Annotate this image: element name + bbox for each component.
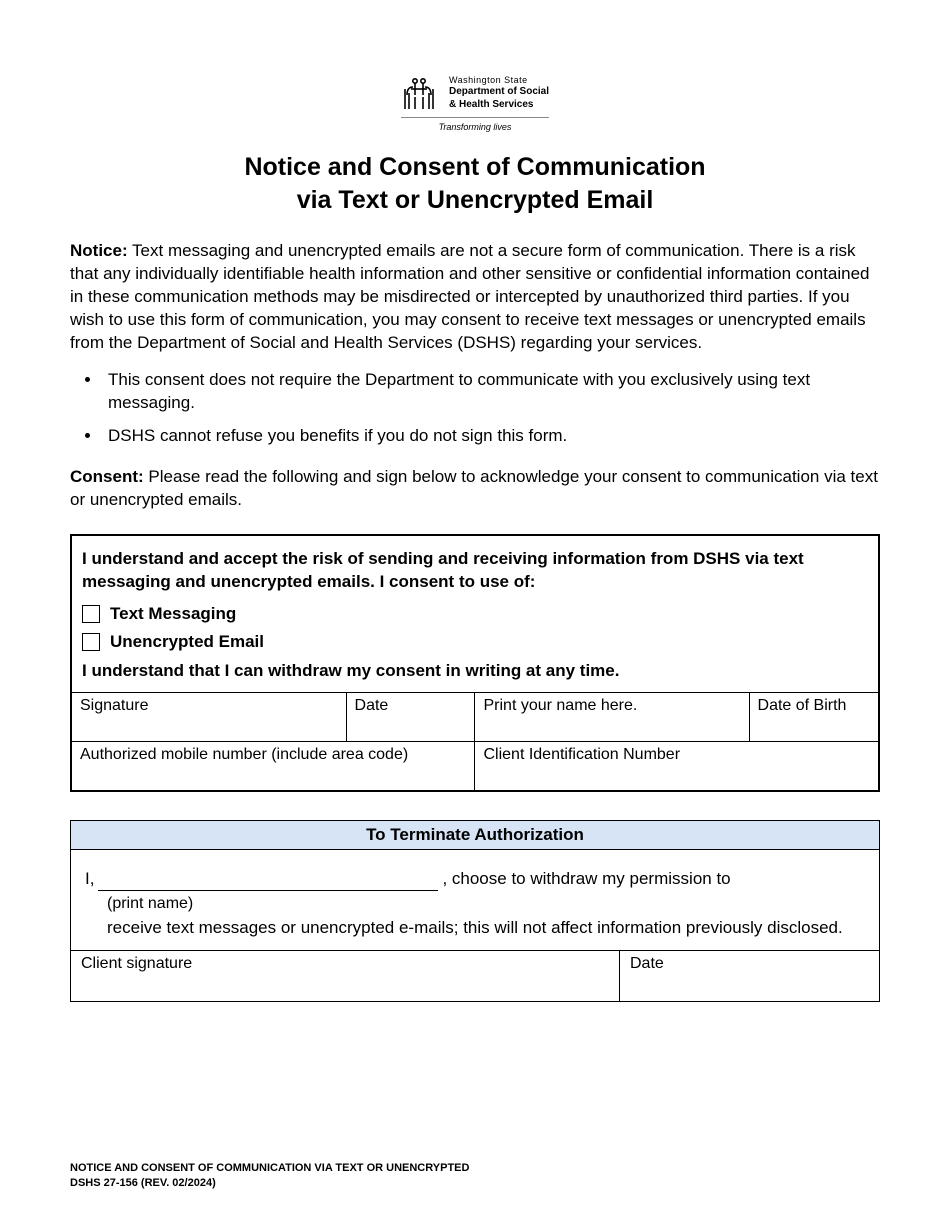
logo-state: Washington State — [449, 75, 549, 86]
mobile-number-field[interactable]: Authorized mobile number (include area c… — [72, 742, 475, 791]
agency-logo-text: Washington State Department of Social & … — [449, 75, 549, 111]
terminate-signature-row: Client signature Date — [71, 950, 879, 1001]
footer-line2: DSHS 27-156 (REV. 02/2024) — [70, 1176, 469, 1190]
checkbox-unencrypted-email[interactable] — [82, 633, 100, 651]
signature-field[interactable]: Signature — [72, 693, 346, 742]
checkbox-unencrypted-email-label: Unencrypted Email — [110, 632, 264, 652]
terminate-header: To Terminate Authorization — [71, 821, 879, 850]
terminate-client-signature-field[interactable]: Client signature — [71, 951, 619, 1001]
title-line1: Notice and Consent of Communication — [244, 153, 705, 181]
logo-dept1: Department of Social — [449, 86, 549, 99]
date-field[interactable]: Date — [346, 693, 475, 742]
consent-statement: I understand and accept the risk of send… — [82, 548, 868, 594]
client-id-field[interactable]: Client Identification Number — [475, 742, 878, 791]
checkbox-text-messaging[interactable] — [82, 605, 100, 623]
logo-tagline: Transforming lives — [401, 118, 549, 132]
notice-text: Text messaging and unencrypted emails ar… — [70, 241, 870, 352]
dob-field[interactable]: Date of Birth — [749, 693, 878, 742]
terminate-name-blank[interactable] — [98, 873, 438, 891]
agency-logo-icon — [401, 75, 441, 111]
consent-paragraph: Consent: Please read the following and s… — [70, 466, 880, 512]
consent-box: I understand and accept the risk of send… — [70, 534, 880, 793]
footer-line1: NOTICE AND CONSENT OF COMMUNICATION VIA … — [70, 1161, 469, 1175]
form-footer: NOTICE AND CONSENT OF COMMUNICATION VIA … — [70, 1161, 469, 1190]
terminate-suffix: , choose to withdraw my permission to — [442, 868, 730, 891]
bullet-item: This consent does not require the Depart… — [102, 369, 880, 415]
notice-label: Notice: — [70, 241, 128, 260]
withdraw-statement: I understand that I can withdraw my cons… — [82, 660, 868, 683]
logo-dept2: & Health Services — [449, 99, 549, 112]
notice-bullets: This consent does not require the Depart… — [70, 369, 880, 448]
print-name-field[interactable]: Print your name here. — [475, 693, 749, 742]
consent-text: Please read the following and sign below… — [70, 467, 878, 509]
notice-paragraph: Notice: Text messaging and unencrypted e… — [70, 240, 880, 355]
signature-table: Signature Date Print your name here. Dat… — [72, 692, 878, 790]
checkbox-unencrypted-email-row: Unencrypted Email — [82, 632, 868, 652]
terminate-rest: receive text messages or unencrypted e-m… — [107, 917, 865, 940]
terminate-prefix: I, — [85, 868, 94, 891]
consent-label: Consent: — [70, 467, 144, 486]
checkbox-text-messaging-row: Text Messaging — [82, 604, 868, 624]
terminate-body: I, , choose to withdraw my permission to… — [71, 850, 879, 949]
terminate-date-field[interactable]: Date — [619, 951, 879, 1001]
page-title: Notice and Consent of Communication via … — [70, 151, 880, 216]
terminate-box: To Terminate Authorization I, , choose t… — [70, 820, 880, 1001]
title-line2: via Text or Unencrypted Email — [297, 186, 654, 214]
terminate-print-hint: (print name) — [107, 893, 865, 915]
agency-logo-block: Washington State Department of Social & … — [70, 75, 880, 135]
checkbox-text-messaging-label: Text Messaging — [110, 604, 236, 624]
bullet-item: DSHS cannot refuse you benefits if you d… — [102, 425, 880, 448]
